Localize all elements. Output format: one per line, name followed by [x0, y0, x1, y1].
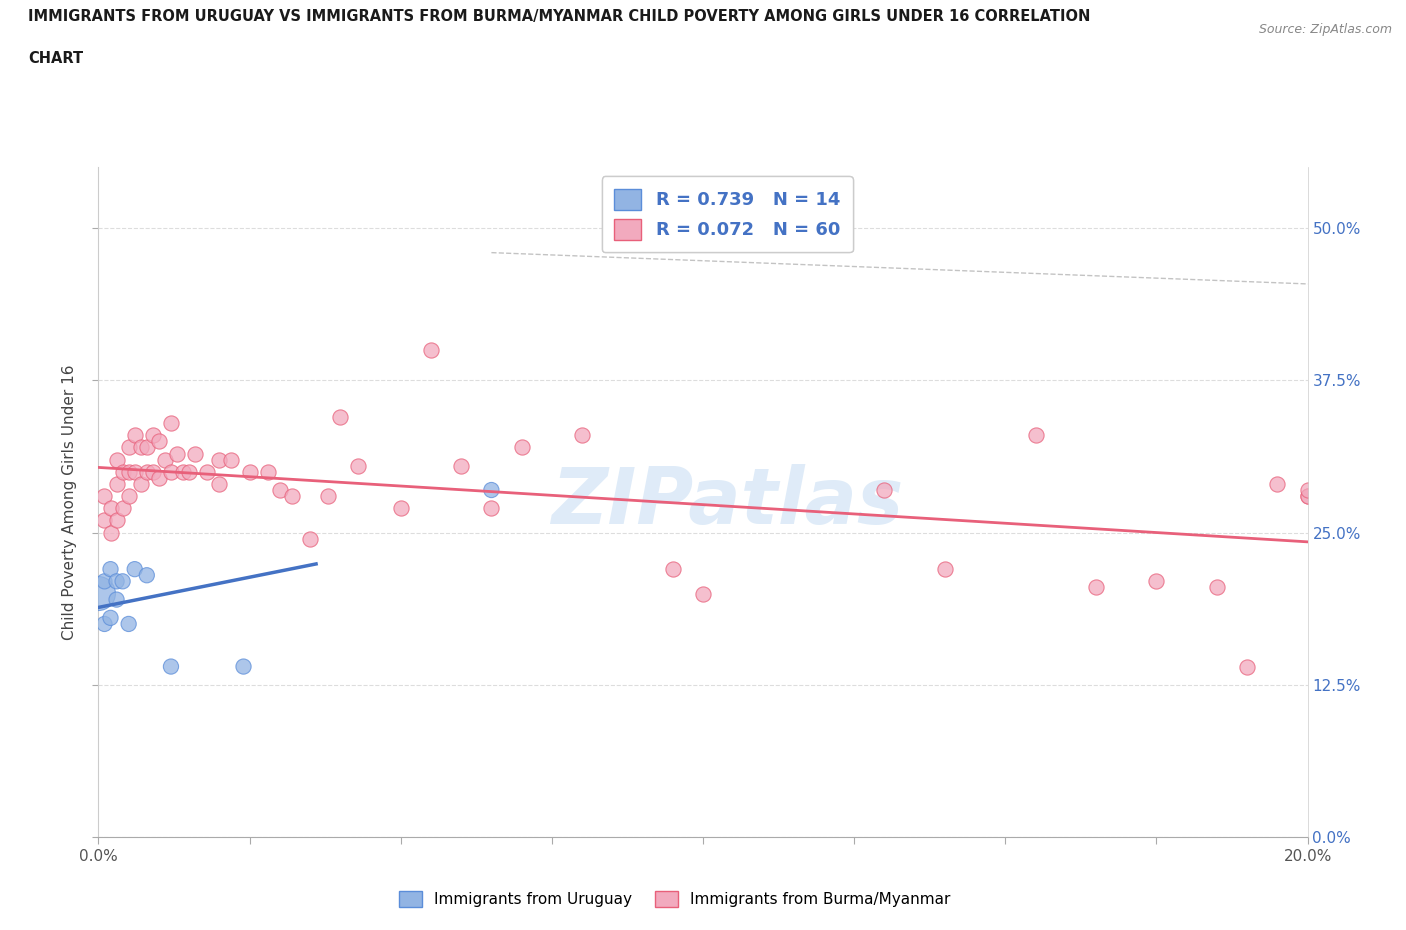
Point	[239, 464, 262, 479]
Point	[571, 428, 593, 443]
Text: CHART: CHART	[28, 51, 83, 66]
Point	[135, 464, 157, 479]
Text: ZIPatlas: ZIPatlas	[551, 464, 903, 540]
Point	[105, 574, 128, 589]
Point	[281, 488, 304, 503]
Point	[1206, 580, 1229, 595]
Point	[148, 471, 170, 485]
Point	[347, 458, 370, 473]
Point	[662, 562, 685, 577]
Point	[232, 659, 254, 674]
Point	[934, 562, 956, 577]
Y-axis label: Child Poverty Among Girls Under 16: Child Poverty Among Girls Under 16	[62, 365, 77, 640]
Point	[1296, 483, 1319, 498]
Point	[420, 342, 443, 357]
Point	[135, 568, 157, 583]
Point	[129, 476, 152, 491]
Point	[481, 501, 503, 516]
Text: IMMIGRANTS FROM URUGUAY VS IMMIGRANTS FROM BURMA/MYANMAR CHILD POVERTY AMONG GIR: IMMIGRANTS FROM URUGUAY VS IMMIGRANTS FR…	[28, 9, 1091, 24]
Point	[1267, 476, 1289, 491]
Text: Source: ZipAtlas.com: Source: ZipAtlas.com	[1258, 23, 1392, 36]
Point	[105, 476, 128, 491]
Point	[1296, 488, 1319, 503]
Point	[148, 434, 170, 449]
Point	[1024, 428, 1046, 443]
Point	[87, 586, 110, 601]
Point	[160, 659, 183, 674]
Point	[118, 464, 141, 479]
Point	[142, 428, 165, 443]
Point	[142, 464, 165, 479]
Point	[208, 476, 231, 491]
Point	[316, 488, 339, 503]
Point	[299, 531, 322, 546]
Legend: R = 0.739   N = 14, R = 0.072   N = 60: R = 0.739 N = 14, R = 0.072 N = 60	[602, 177, 853, 252]
Point	[124, 562, 146, 577]
Point	[269, 483, 291, 498]
Point	[1085, 580, 1108, 595]
Point	[105, 513, 128, 528]
Point	[118, 488, 141, 503]
Point	[692, 586, 714, 601]
Point	[118, 440, 141, 455]
Point	[481, 483, 503, 498]
Point	[160, 464, 183, 479]
Point	[135, 440, 157, 455]
Point	[160, 416, 183, 431]
Point	[221, 452, 243, 467]
Point	[105, 452, 128, 467]
Point	[111, 574, 134, 589]
Point	[100, 501, 122, 516]
Point	[172, 464, 194, 479]
Point	[111, 501, 134, 516]
Point	[208, 452, 231, 467]
Point	[129, 440, 152, 455]
Point	[100, 525, 122, 540]
Point	[256, 464, 278, 479]
Legend: Immigrants from Uruguay, Immigrants from Burma/Myanmar: Immigrants from Uruguay, Immigrants from…	[394, 884, 956, 913]
Point	[1296, 488, 1319, 503]
Point	[100, 562, 122, 577]
Point	[111, 464, 134, 479]
Point	[166, 446, 188, 461]
Point	[1236, 659, 1258, 674]
Point	[179, 464, 201, 479]
Point	[450, 458, 472, 473]
Point	[1144, 574, 1167, 589]
Point	[100, 610, 122, 625]
Point	[93, 574, 115, 589]
Point	[184, 446, 207, 461]
Point	[118, 617, 141, 631]
Point	[105, 592, 128, 607]
Point	[329, 409, 352, 424]
Point	[389, 501, 412, 516]
Point	[195, 464, 218, 479]
Point	[153, 452, 176, 467]
Point	[93, 617, 115, 631]
Point	[93, 488, 115, 503]
Point	[93, 513, 115, 528]
Point	[510, 440, 533, 455]
Point	[124, 464, 146, 479]
Point	[124, 428, 146, 443]
Point	[873, 483, 896, 498]
